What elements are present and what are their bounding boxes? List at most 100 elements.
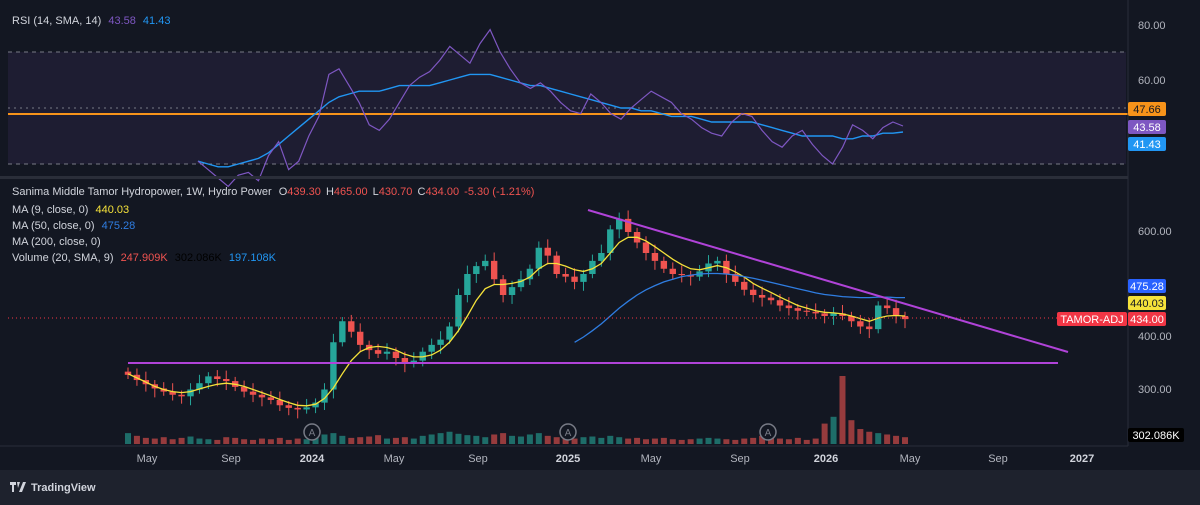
candle-body[interactable] [589,260,596,274]
main-legend[interactable]: Sanima Middle Tamor Hydropower, 1W, Hydr… [12,186,538,198]
candle-body[interactable] [526,268,534,280]
candle-body[interactable] [187,389,194,397]
candle-body[interactable] [553,255,560,274]
candle-body[interactable] [205,376,212,384]
candle-body[interactable] [767,297,775,301]
candle-body[interactable] [285,405,292,408]
candle-body[interactable] [392,351,400,358]
candle-body[interactable] [374,350,382,354]
candle-body[interactable] [401,358,409,364]
ma9-legend[interactable]: MA (9, close, 0) 440.03 [12,204,133,216]
candle-body[interactable] [223,379,230,382]
candle-body[interactable] [803,310,810,312]
candle-body[interactable] [598,253,605,261]
candle-body[interactable] [276,400,284,406]
candle-body[interactable] [419,351,426,361]
candle-body[interactable] [214,376,221,379]
candle-body[interactable] [348,321,355,332]
candle-body[interactable] [455,295,462,327]
candle-body[interactable] [312,402,319,408]
candle-body[interactable] [580,274,587,282]
candle-body[interactable] [883,305,891,309]
volume-bar [419,435,426,444]
candle-body[interactable] [410,360,417,364]
candle-body[interactable] [785,305,793,309]
volume-legend[interactable]: Volume (20, SMA, 9) 247.909K 302.086K 19… [12,252,280,264]
candle-body[interactable] [517,279,525,288]
candle-body[interactable] [741,281,748,290]
price-scale[interactable] [1128,0,1200,446]
candle-body[interactable] [258,394,266,398]
candle-body[interactable] [562,274,569,277]
pane-separator[interactable] [0,176,1128,179]
candle-body[interactable] [437,339,444,345]
candle-body[interactable] [607,229,614,253]
volume-bar [732,439,739,444]
candle-body[interactable] [669,268,676,274]
candle-body[interactable] [732,274,739,282]
candle-body[interactable] [848,316,855,322]
candle-body[interactable] [687,275,694,277]
candle-body[interactable] [124,371,132,375]
candle-body[interactable] [776,300,784,306]
time-axis[interactable] [0,446,1200,470]
ma50-legend[interactable]: MA (50, close, 0) 475.28 [12,220,139,232]
candle-body[interactable] [794,308,802,311]
candle-body[interactable] [446,326,453,340]
candle-body[interactable] [758,295,766,298]
candle-body[interactable] [240,386,248,392]
volume-bar [544,435,551,444]
candle-body[interactable] [544,247,551,256]
candle-body[interactable] [508,287,516,295]
candle-body[interactable] [339,321,346,343]
candle-body[interactable] [383,351,391,354]
candle-body[interactable] [821,313,828,316]
candle-body[interactable] [482,260,489,267]
candle-body[interactable] [303,407,310,410]
event-marker[interactable]: A [303,423,321,441]
candle-body[interactable] [892,308,900,316]
candle-body[interactable] [178,394,185,397]
candle-body[interactable] [642,242,650,254]
candle-body[interactable] [812,311,819,314]
candle-body[interactable] [330,342,337,390]
candle-body[interactable] [866,326,873,330]
candle-body[interactable] [678,274,685,276]
candle-body[interactable] [830,313,837,316]
candle-body[interactable] [196,383,203,390]
symbol-tag[interactable]: TAMOR-ADJ [1060,314,1123,326]
ma200-legend[interactable]: MA (200, close, 0) [12,236,105,248]
candle-body[interactable] [464,274,471,295]
candle-body[interactable] [571,276,578,282]
candle-body[interactable] [616,218,623,230]
candle-body[interactable] [857,321,864,327]
candle-body[interactable] [499,279,507,295]
candle-body[interactable] [535,247,543,269]
volume-bar [285,439,292,444]
brand-logo[interactable]: TradingView [10,482,96,494]
candle-body[interactable] [428,344,435,352]
candle-body[interactable] [357,331,364,345]
rsi-legend[interactable]: RSI (14, SMA, 14) 43.58 41.43 [12,15,174,27]
candle-body[interactable] [490,260,498,280]
candle-body[interactable] [714,260,721,264]
candle-body[interactable] [839,313,846,316]
event-marker[interactable]: A [759,423,777,441]
candle-body[interactable] [624,218,632,232]
event-marker[interactable]: A [559,423,577,441]
candle-body[interactable] [651,253,659,261]
rsi-pane[interactable] [0,0,1128,176]
resistance-trendline[interactable] [587,209,1069,353]
candle-body[interactable] [749,289,757,295]
candle-body[interactable] [169,391,176,395]
candle-body[interactable] [294,407,301,410]
candle-body[interactable] [267,397,275,400]
candle-body[interactable] [473,266,480,274]
candle-body[interactable] [660,260,668,269]
candle-body[interactable] [249,391,257,395]
symbol-tag-bg[interactable] [1057,312,1127,326]
volume-bar [714,438,721,444]
candle-body[interactable] [321,389,328,403]
candle-body[interactable] [875,305,882,330]
